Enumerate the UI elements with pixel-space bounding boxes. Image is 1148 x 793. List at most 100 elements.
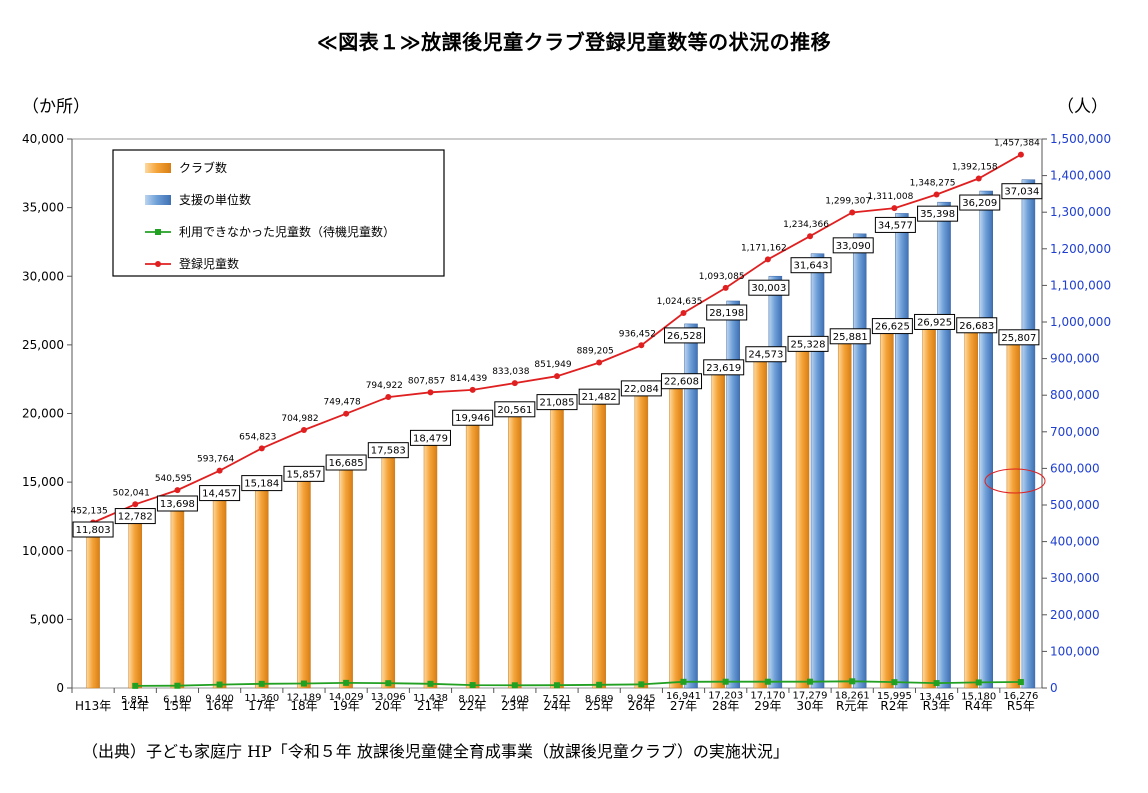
x-tick-label: 17年 bbox=[248, 699, 275, 713]
registered-label-3: 593,764 bbox=[197, 455, 234, 465]
lines bbox=[90, 151, 1024, 689]
club-label-box-6 bbox=[325, 454, 367, 471]
right-tick-label: 1,000,000 bbox=[1050, 315, 1111, 329]
club-label-box-0 bbox=[72, 521, 114, 538]
waiting-point-18 bbox=[849, 678, 856, 685]
registered-point-17 bbox=[807, 233, 814, 240]
club-label-box-19 bbox=[871, 318, 913, 335]
club-label-box-16 bbox=[745, 346, 787, 363]
bar-unit-19 bbox=[895, 213, 909, 689]
bar-club-17 bbox=[795, 340, 810, 689]
bar-club-8 bbox=[423, 434, 438, 689]
club-label-9: 19,946 bbox=[455, 413, 490, 424]
x-tick-label: H13年 bbox=[75, 699, 111, 713]
unit-label-19: 34,577 bbox=[878, 220, 913, 231]
registered-label-1: 502,041 bbox=[113, 488, 150, 498]
unit-label-15: 28,198 bbox=[709, 308, 744, 319]
registered-point-20 bbox=[933, 191, 940, 198]
registered-label-19: 1,311,008 bbox=[867, 192, 913, 202]
waiting-point-5 bbox=[300, 680, 307, 687]
right-tick-label: 900,000 bbox=[1050, 352, 1100, 366]
legend-symbol-registered bbox=[155, 261, 161, 267]
club-label-16: 24,573 bbox=[748, 350, 783, 361]
x-tick-label: 29年 bbox=[754, 699, 781, 713]
club-label-14: 22,608 bbox=[664, 377, 699, 388]
club-label-11: 21,085 bbox=[540, 398, 575, 409]
waiting-point-1 bbox=[132, 682, 139, 689]
bar-club-4 bbox=[255, 479, 269, 689]
x-tick-label: 30年 bbox=[796, 699, 823, 713]
waiting-point-19 bbox=[891, 679, 898, 686]
bar-club-6 bbox=[339, 458, 353, 689]
left-tick-label: 40,000 bbox=[22, 132, 64, 146]
bar-club-18 bbox=[837, 332, 852, 689]
club-label-12: 21,482 bbox=[582, 392, 617, 403]
right-axis-unit: （人） bbox=[1057, 97, 1108, 117]
waiting-point-14 bbox=[680, 678, 687, 685]
unit-label-20: 35,398 bbox=[920, 209, 955, 220]
registered-label-5: 704,982 bbox=[281, 414, 318, 424]
x-tick-label: 16年 bbox=[206, 699, 233, 713]
waiting-label-19: 15,995 bbox=[877, 691, 912, 702]
bar-club-22 bbox=[1006, 333, 1021, 689]
unit-label-16: 30,003 bbox=[751, 283, 786, 294]
club-label-1: 12,782 bbox=[118, 512, 153, 523]
legend-label-unit: 支援の単位数 bbox=[179, 192, 251, 207]
registered-point-3 bbox=[216, 467, 223, 474]
club-label-7: 17,583 bbox=[371, 446, 406, 457]
legend-label-registered: 登録児童数 bbox=[179, 256, 239, 271]
waiting-label-18: 18,261 bbox=[835, 690, 870, 701]
left-axis-unit: （か所） bbox=[22, 97, 90, 117]
registered-point-22 bbox=[1017, 151, 1024, 158]
x-tick-label: 20年 bbox=[375, 699, 402, 713]
club-label-21: 26,683 bbox=[959, 321, 994, 332]
waiting-label-21: 15,180 bbox=[961, 691, 996, 702]
left-tick-label: 20,000 bbox=[22, 407, 64, 421]
registered-point-18 bbox=[849, 209, 856, 216]
registered-label-21: 1,392,158 bbox=[952, 162, 998, 172]
club-label-4: 15,184 bbox=[244, 479, 279, 490]
unit-label-box-20 bbox=[917, 205, 959, 222]
source-note: （出典）子ども家庭庁 HP「令和５年 放課後児童健全育成事業（放課後児童クラブ）… bbox=[82, 742, 789, 761]
right-tick-label: 700,000 bbox=[1050, 425, 1100, 439]
bar-club-20 bbox=[922, 318, 936, 689]
left-tick-label: 35,000 bbox=[22, 201, 64, 215]
waiting-point-13 bbox=[638, 681, 645, 688]
bar-unit-17 bbox=[810, 253, 825, 689]
bars bbox=[86, 179, 1036, 689]
club-label-box-20 bbox=[914, 313, 956, 330]
bar-unit-15 bbox=[726, 300, 740, 689]
waiting-point-7 bbox=[385, 680, 392, 687]
registered-label-0: 452,135 bbox=[70, 507, 107, 517]
club-label-box-18 bbox=[829, 328, 871, 345]
waiting-label-20: 13,416 bbox=[919, 692, 954, 703]
club-label-22: 25,807 bbox=[1001, 333, 1036, 344]
registered-label-6: 749,478 bbox=[324, 398, 361, 408]
registered-point-9 bbox=[469, 386, 476, 393]
registered-point-7 bbox=[385, 394, 392, 401]
club-label-0: 11,803 bbox=[76, 525, 111, 536]
waiting-label-7: 13,096 bbox=[371, 692, 406, 703]
unit-label-17: 31,643 bbox=[794, 261, 829, 272]
unit-label-box-14 bbox=[664, 327, 706, 344]
waiting-label-9: 8,021 bbox=[458, 694, 487, 705]
bar-club-15 bbox=[711, 363, 725, 689]
club-label-box-5 bbox=[283, 465, 325, 482]
left-tick-label: 5,000 bbox=[30, 612, 64, 626]
bar-club-21 bbox=[964, 321, 978, 689]
unit-label-box-21 bbox=[959, 194, 1001, 211]
club-label-box-12 bbox=[578, 388, 620, 405]
registered-label-9: 814,439 bbox=[450, 374, 487, 384]
legend-symbol-unit bbox=[145, 195, 171, 205]
x-tick-label: 24年 bbox=[543, 699, 570, 713]
bar-club-7 bbox=[381, 446, 396, 689]
registered-point-19 bbox=[891, 205, 898, 212]
club-label-2: 13,698 bbox=[160, 499, 195, 510]
waiting-label-8: 11,438 bbox=[413, 693, 448, 704]
registered-point-1 bbox=[132, 501, 139, 508]
x-tick-label: 19年 bbox=[332, 699, 359, 713]
bar-club-14 bbox=[669, 377, 683, 689]
bar-club-5 bbox=[297, 470, 311, 689]
bar-unit-20 bbox=[937, 201, 951, 689]
unit-label-box-15 bbox=[706, 304, 748, 321]
